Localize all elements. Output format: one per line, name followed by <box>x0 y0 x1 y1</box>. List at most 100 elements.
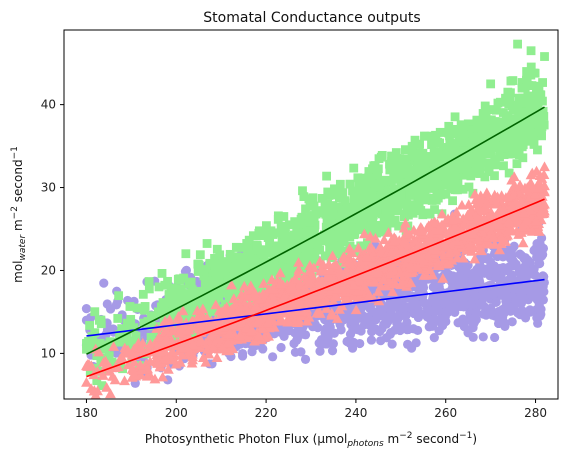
scatter-point <box>473 116 483 125</box>
scatter-point <box>490 154 500 164</box>
scatter-point <box>132 303 142 313</box>
scatter-point <box>352 285 364 296</box>
scatter-point <box>447 285 457 295</box>
scatter-point <box>381 194 391 204</box>
scatter-point <box>532 284 542 294</box>
scatter-point <box>506 201 518 212</box>
scatter-point <box>372 228 382 238</box>
scatter-point <box>411 291 421 302</box>
scatter-point <box>450 112 460 122</box>
scatter-point <box>275 315 287 326</box>
scatter-point <box>196 286 206 296</box>
scatter-point <box>317 264 328 275</box>
scatter-point <box>495 152 504 162</box>
scatter-point <box>96 315 106 325</box>
scatter-point <box>316 208 326 218</box>
scatter-point <box>489 189 501 200</box>
scatter-point <box>173 311 184 321</box>
scatter-point <box>309 220 319 230</box>
scatter-point <box>355 250 366 261</box>
scatter-point <box>454 159 464 168</box>
scatter-point <box>499 150 509 160</box>
scatter-point <box>326 213 336 223</box>
scatter-point <box>376 336 386 346</box>
chart-title: Stomatal Conductance outputs <box>203 10 420 26</box>
scatter-point <box>236 317 248 328</box>
scatter-point <box>227 289 237 299</box>
scatter-point <box>90 307 100 317</box>
scatter-point <box>503 266 513 276</box>
scatter-point <box>97 370 109 380</box>
scatter-point <box>371 179 381 189</box>
scatter-point <box>88 385 100 395</box>
scatter-point <box>507 317 517 327</box>
scatter-point <box>468 132 478 142</box>
scatter-point <box>419 154 429 164</box>
scatter-point <box>441 258 453 269</box>
scatter-point <box>313 305 325 316</box>
scatter-point <box>408 208 418 218</box>
scatter-point <box>206 306 216 316</box>
scatter-point <box>490 143 500 153</box>
scatter-point <box>474 245 486 256</box>
scatter-point <box>463 199 475 209</box>
scatter-point <box>469 281 480 291</box>
scatter-point <box>522 136 531 146</box>
scatter-point <box>266 274 278 284</box>
scatter-point <box>381 241 393 252</box>
scatter-point <box>478 118 488 127</box>
x-tick-label: 200 <box>165 406 188 420</box>
scatter-point <box>482 193 494 203</box>
scatter-point <box>413 173 423 183</box>
scatter-point <box>237 351 248 361</box>
scatter-point <box>107 357 117 367</box>
scatter-point <box>529 68 539 78</box>
scatter-point <box>238 274 248 283</box>
scatter-point <box>147 336 157 346</box>
scatter-point <box>380 175 390 185</box>
scatter-point <box>269 258 279 268</box>
y-tick-label: 10 <box>41 346 56 360</box>
scatter-point <box>538 106 548 116</box>
scatter-point <box>229 269 238 279</box>
scatter-point <box>491 105 501 115</box>
scatter-point <box>534 302 544 312</box>
scatter-point <box>518 218 530 229</box>
scatter-point <box>506 76 516 86</box>
scatter-point <box>355 188 365 198</box>
scatter-point <box>237 280 247 290</box>
scatter-point <box>104 351 114 361</box>
scatter-point <box>355 255 367 265</box>
scatter-point <box>187 354 198 365</box>
scatter-point <box>221 281 231 291</box>
scatter-point <box>293 306 305 316</box>
scatter-point <box>406 201 416 211</box>
scatter-point <box>435 150 445 160</box>
scatter-point <box>214 277 224 287</box>
x-tick-label: 260 <box>434 406 457 420</box>
scatter-point <box>306 246 316 256</box>
scatter-point <box>323 187 333 197</box>
scatter-point <box>144 277 154 286</box>
scatter-point <box>415 139 424 149</box>
scatter-point <box>534 170 546 180</box>
scatter-point <box>314 338 324 348</box>
scatter-point <box>510 196 522 207</box>
scatter-point <box>146 311 156 321</box>
scatter-point <box>238 266 248 275</box>
scatter-point <box>385 254 397 264</box>
scatter-point <box>265 266 275 275</box>
scatter-point <box>466 299 476 309</box>
scatter-point <box>315 245 325 255</box>
x-tick-label: 220 <box>255 406 278 420</box>
scatter-point <box>484 210 496 221</box>
scatter-point <box>315 276 327 286</box>
scatter-point <box>430 205 439 214</box>
scatter-point <box>451 252 463 263</box>
scatter-point <box>474 195 486 206</box>
scatter-point <box>458 184 468 194</box>
scatter-points <box>81 39 550 399</box>
scatter-point <box>97 381 107 391</box>
scatter-point <box>402 267 414 278</box>
scatter-point <box>158 298 168 307</box>
